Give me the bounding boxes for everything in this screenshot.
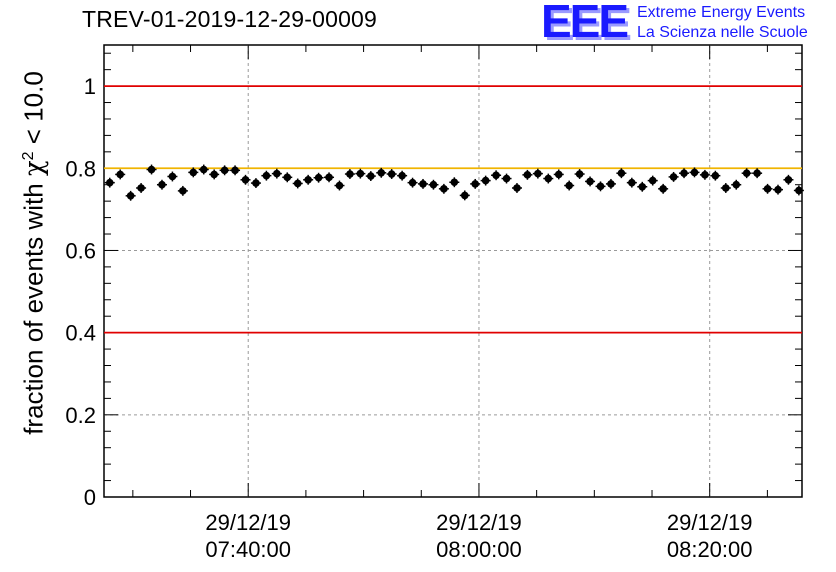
data-point xyxy=(711,171,720,180)
data-point xyxy=(419,180,427,188)
y-tick-label: 0.6 xyxy=(65,238,96,263)
data-point xyxy=(147,165,156,174)
data-point xyxy=(126,192,135,200)
data-point xyxy=(680,169,688,178)
logo-line-1: Extreme Energy Events xyxy=(637,4,806,21)
data-point xyxy=(356,169,365,178)
data-point xyxy=(565,181,573,190)
data-point xyxy=(158,180,166,189)
data-point xyxy=(335,181,344,190)
data-point xyxy=(440,185,448,193)
plot-frame xyxy=(103,44,803,498)
data-point xyxy=(628,178,636,187)
data-point xyxy=(199,165,208,174)
data-point xyxy=(596,182,605,191)
data-point xyxy=(262,171,271,180)
data-point xyxy=(252,179,260,187)
data-point xyxy=(283,173,292,182)
x-tick-label: 29/12/19 08:00:00 xyxy=(436,510,522,562)
data-point xyxy=(732,180,741,189)
y-tick-label: 0.2 xyxy=(65,403,96,428)
data-point xyxy=(387,170,396,178)
y-tick-label: 0.4 xyxy=(65,321,96,346)
x-tick-label: 29/12/19 07:40:00 xyxy=(205,510,292,562)
data-point xyxy=(210,170,218,179)
y-tick-label: 1 xyxy=(84,74,96,99)
data-point xyxy=(231,166,239,175)
data-point xyxy=(575,170,584,178)
data-point xyxy=(763,185,772,193)
data-point xyxy=(502,174,511,183)
data-point xyxy=(586,177,594,186)
data-point xyxy=(544,174,553,183)
data-point xyxy=(690,168,699,177)
data-point xyxy=(450,178,459,187)
data-point xyxy=(325,173,333,182)
data-point xyxy=(460,191,469,200)
data-point xyxy=(492,171,500,180)
data-point xyxy=(429,180,438,189)
data-point xyxy=(168,172,177,181)
data-point xyxy=(408,178,417,187)
data-point xyxy=(398,171,406,180)
data-point xyxy=(607,180,615,188)
data-point xyxy=(753,169,761,178)
data-point xyxy=(554,170,563,179)
data-point xyxy=(659,185,667,193)
data-point xyxy=(304,175,312,184)
data-point xyxy=(523,171,532,179)
data-point xyxy=(774,185,782,194)
data-point xyxy=(795,186,803,195)
data-point xyxy=(105,178,114,187)
data-point xyxy=(513,184,521,192)
data-point xyxy=(314,173,323,182)
data-point xyxy=(241,175,250,184)
data-point xyxy=(638,182,647,191)
data-point xyxy=(471,180,480,188)
data-point xyxy=(179,187,187,195)
data-point xyxy=(116,170,125,179)
data-point xyxy=(721,184,730,192)
data-point xyxy=(377,168,386,177)
data-point xyxy=(784,175,793,184)
data-point xyxy=(481,176,490,185)
data-point xyxy=(346,170,354,178)
data-point xyxy=(617,169,626,178)
y-tick-label: 0 xyxy=(84,485,96,510)
data-point xyxy=(669,173,678,181)
y-tick-label: 0.8 xyxy=(65,156,96,181)
data-point xyxy=(189,168,198,177)
data-point xyxy=(534,169,542,178)
data-point xyxy=(366,172,375,180)
chart-title: TREV-01-2019-12-29-00009 xyxy=(82,6,378,32)
data-point xyxy=(137,184,145,192)
data-point xyxy=(273,169,281,178)
data-point xyxy=(648,176,657,185)
logo-line-2: La Scienza nelle Scuole xyxy=(637,24,808,41)
x-tick-label: 29/12/19 08:20:00 xyxy=(666,510,753,562)
data-point xyxy=(701,171,709,179)
data-point xyxy=(220,166,229,175)
data-point xyxy=(742,169,751,178)
data-point xyxy=(293,179,302,188)
